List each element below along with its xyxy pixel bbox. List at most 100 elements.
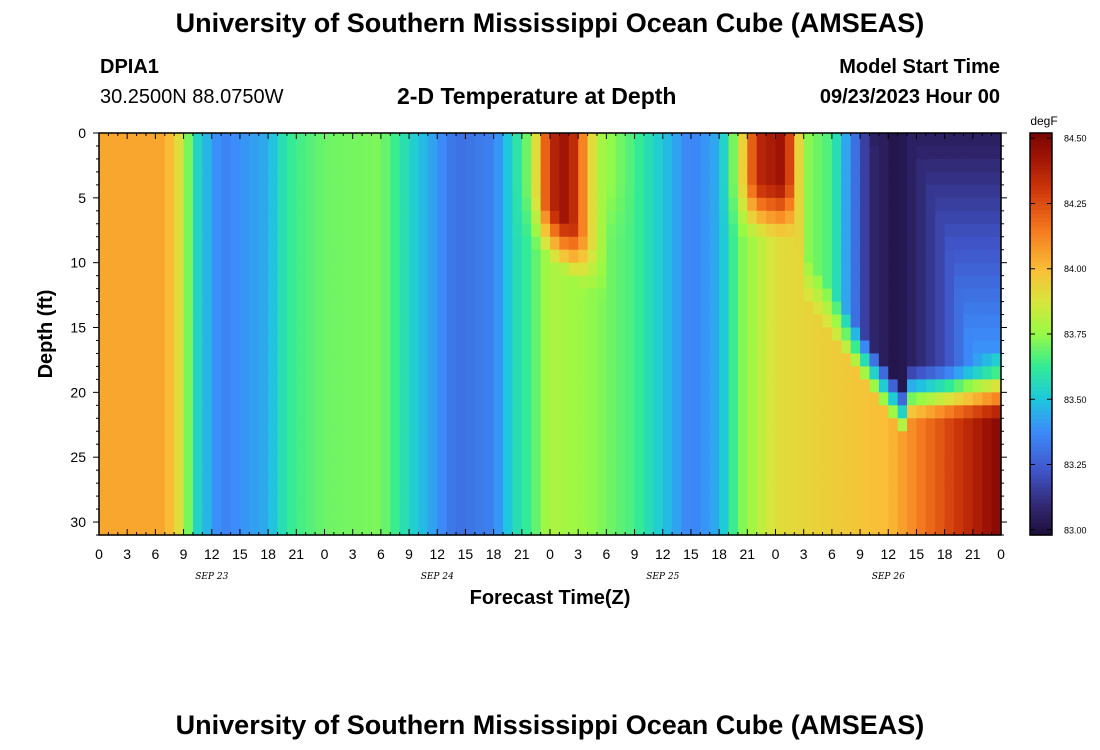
heatmap-cell bbox=[662, 275, 673, 290]
heatmap-cell bbox=[305, 249, 316, 264]
heatmap-cell bbox=[324, 470, 335, 484]
heatmap-cell bbox=[390, 431, 401, 445]
heatmap-cell bbox=[587, 340, 598, 355]
heatmap-cell bbox=[540, 405, 551, 419]
heatmap-cell bbox=[117, 470, 128, 484]
heatmap-cell bbox=[784, 327, 795, 342]
colorbar-segment bbox=[1030, 213, 1052, 219]
heatmap-cell bbox=[747, 444, 758, 458]
heatmap-cell bbox=[559, 327, 570, 342]
heatmap-cell bbox=[192, 133, 203, 147]
heatmap-cell bbox=[700, 392, 711, 406]
heatmap-cell bbox=[587, 379, 598, 393]
heatmap-cell bbox=[117, 496, 128, 510]
heatmap-cell bbox=[709, 470, 720, 484]
heatmap-cell bbox=[634, 262, 645, 277]
heatmap-cell bbox=[794, 184, 805, 199]
heatmap-cell bbox=[174, 133, 185, 147]
heatmap-cell bbox=[719, 379, 730, 393]
colorbar-segment bbox=[1030, 370, 1052, 375]
heatmap-cell bbox=[117, 483, 128, 497]
heatmap-cell bbox=[239, 301, 250, 316]
heatmap-cell bbox=[860, 483, 871, 497]
heatmap-cell bbox=[277, 197, 288, 212]
heatmap-cell bbox=[897, 327, 908, 342]
heatmap-cell bbox=[493, 509, 504, 523]
heatmap-cell bbox=[202, 431, 213, 445]
heatmap-cell bbox=[315, 133, 326, 147]
heatmap-cell bbox=[315, 392, 326, 406]
heatmap-cell bbox=[963, 288, 974, 303]
heatmap-cell bbox=[681, 197, 692, 212]
heatmap-cell bbox=[841, 210, 852, 225]
heatmap-cell bbox=[117, 509, 128, 523]
heatmap-cell bbox=[672, 405, 683, 419]
heatmap-cell bbox=[512, 158, 523, 173]
heatmap-cell bbox=[916, 236, 927, 251]
heatmap-cell bbox=[850, 418, 861, 432]
heatmap-cell bbox=[503, 392, 514, 406]
heatmap-cell bbox=[277, 483, 288, 497]
heatmap-cell bbox=[822, 522, 833, 536]
heatmap-cell bbox=[239, 353, 250, 368]
heatmap-cell bbox=[333, 327, 344, 342]
heatmap-cell bbox=[315, 314, 326, 329]
heatmap-cell bbox=[418, 444, 429, 458]
heatmap-cell bbox=[333, 210, 344, 225]
heatmap-cell bbox=[493, 171, 504, 186]
heatmap-cell bbox=[521, 353, 532, 368]
heatmap-cell bbox=[221, 392, 232, 406]
heatmap-cell bbox=[136, 236, 147, 251]
heatmap-cell bbox=[925, 327, 936, 342]
heatmap-cell bbox=[230, 249, 241, 264]
heatmap-cell bbox=[427, 158, 438, 173]
heatmap-cell bbox=[427, 509, 438, 523]
heatmap-cell bbox=[878, 171, 889, 186]
heatmap-cell bbox=[550, 509, 560, 523]
heatmap-cell bbox=[709, 249, 720, 264]
heatmap-cell bbox=[99, 496, 109, 510]
heatmap-cell bbox=[380, 457, 391, 471]
heatmap-cell bbox=[756, 197, 767, 212]
heatmap-cell bbox=[136, 314, 147, 329]
heatmap-cell bbox=[503, 379, 514, 393]
heatmap-cell bbox=[916, 470, 927, 484]
heatmap-cell bbox=[596, 366, 607, 380]
heatmap-cell bbox=[371, 353, 382, 368]
heatmap-cell bbox=[521, 236, 532, 251]
heatmap-cell bbox=[822, 133, 833, 147]
heatmap-cell bbox=[456, 366, 467, 380]
heatmap-cell bbox=[813, 210, 824, 225]
heatmap-cell bbox=[296, 327, 307, 342]
colorbar-segment bbox=[1030, 169, 1052, 174]
heatmap-cell bbox=[352, 353, 363, 368]
heatmap-cell bbox=[578, 418, 589, 432]
heatmap-cell bbox=[437, 444, 448, 458]
heatmap-cell bbox=[249, 457, 260, 471]
heatmap-cell bbox=[737, 444, 748, 458]
heatmap-cell bbox=[550, 418, 560, 432]
heatmap-cell bbox=[954, 431, 965, 445]
heatmap-cell bbox=[484, 236, 495, 251]
heatmap-cell bbox=[474, 197, 485, 212]
heatmap-cell bbox=[991, 483, 1002, 497]
heatmap-cell bbox=[615, 340, 626, 355]
heatmap-cell bbox=[728, 184, 739, 199]
heatmap-cell bbox=[333, 457, 344, 471]
heatmap-cell bbox=[775, 405, 786, 419]
heatmap-cell bbox=[747, 353, 758, 368]
heatmap-cell bbox=[155, 483, 166, 497]
heatmap-cell bbox=[145, 496, 156, 510]
heatmap-cell bbox=[728, 327, 739, 342]
heatmap-cell bbox=[784, 444, 795, 458]
heatmap-cell bbox=[108, 366, 119, 380]
heatmap-cell bbox=[315, 275, 326, 290]
heatmap-cell bbox=[578, 314, 589, 329]
heatmap-cell bbox=[456, 392, 467, 406]
heatmap-cell bbox=[954, 158, 965, 173]
heatmap-cell bbox=[672, 314, 683, 329]
heatmap-cell bbox=[427, 262, 438, 277]
heatmap-cell bbox=[202, 262, 213, 277]
heatmap-cell bbox=[972, 353, 983, 368]
